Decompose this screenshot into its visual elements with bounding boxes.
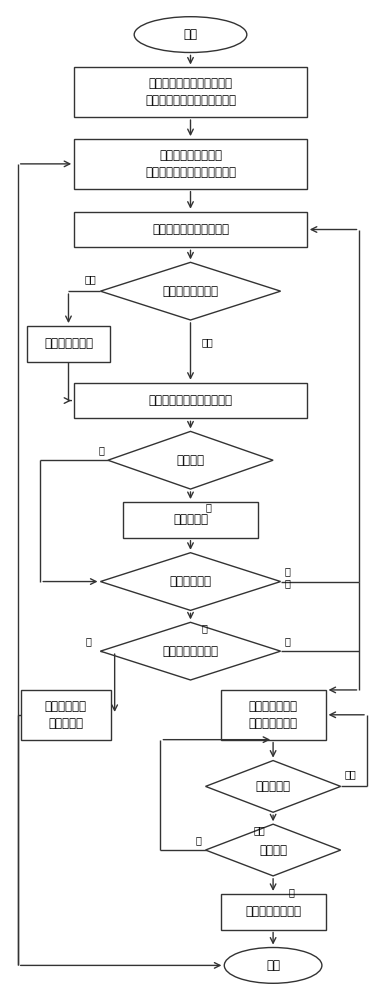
Text: 测量值有效性判断: 测量值有效性判断 bbox=[163, 285, 218, 298]
Text: 发生熄火故障
需再次点火: 发生熄火故障 需再次点火 bbox=[45, 700, 87, 730]
Text: 是: 是 bbox=[205, 502, 211, 512]
Text: 读取飞行器的马赫数
选择执行对应马赫的点火时序: 读取飞行器的马赫数 选择执行对应马赫的点火时序 bbox=[145, 149, 236, 179]
Text: 无效: 无效 bbox=[344, 769, 356, 779]
Text: 结束: 结束 bbox=[266, 959, 280, 972]
Text: 否: 否 bbox=[98, 445, 104, 455]
Text: 有效性判断: 有效性判断 bbox=[256, 780, 291, 793]
Polygon shape bbox=[108, 431, 273, 489]
Text: 计数器计数: 计数器计数 bbox=[173, 513, 208, 526]
Polygon shape bbox=[100, 622, 281, 680]
Bar bbox=[27, 326, 110, 362]
Text: 有效: 有效 bbox=[202, 337, 213, 347]
Polygon shape bbox=[205, 824, 341, 876]
Bar bbox=[74, 383, 307, 418]
Bar bbox=[74, 67, 307, 117]
Polygon shape bbox=[205, 761, 341, 812]
Bar bbox=[123, 502, 258, 538]
Text: 是: 是 bbox=[85, 636, 91, 646]
Bar bbox=[221, 690, 326, 740]
Text: 是: 是 bbox=[288, 887, 294, 897]
Text: 开始: 开始 bbox=[184, 28, 197, 41]
Polygon shape bbox=[100, 262, 281, 320]
Text: 小于阈值: 小于阈值 bbox=[176, 454, 205, 467]
Text: 达到判断时间: 达到判断时间 bbox=[170, 575, 211, 588]
Text: 否: 否 bbox=[284, 579, 290, 589]
Text: 设置不同马赫数的点火时序
匹配点火时序、点火压力阈值: 设置不同马赫数的点火时序 匹配点火时序、点火压力阈值 bbox=[145, 77, 236, 107]
Text: 最大值为有效值: 最大值为有效值 bbox=[44, 337, 93, 350]
Text: 计数器大于设定值: 计数器大于设定值 bbox=[163, 645, 218, 658]
Text: 否: 否 bbox=[284, 567, 290, 577]
Text: 无效: 无效 bbox=[85, 274, 97, 284]
Bar bbox=[74, 139, 307, 189]
Ellipse shape bbox=[134, 17, 247, 52]
Text: 否: 否 bbox=[284, 636, 290, 646]
Text: 有效: 有效 bbox=[254, 825, 266, 835]
Text: 条件匹配: 条件匹配 bbox=[259, 844, 287, 857]
Text: 读取压力传感器的测量值: 读取压力传感器的测量值 bbox=[152, 223, 229, 236]
Text: 执行匹配点火时序: 执行匹配点火时序 bbox=[245, 905, 301, 918]
Text: 否: 否 bbox=[196, 835, 202, 845]
Bar bbox=[21, 690, 111, 740]
Text: 有效值与点火压力阈值比较: 有效值与点火压力阈值比较 bbox=[149, 394, 232, 407]
Polygon shape bbox=[100, 553, 281, 610]
Bar bbox=[74, 212, 307, 247]
Ellipse shape bbox=[224, 948, 322, 983]
Text: 读取传感器测量
温度值、压力值: 读取传感器测量 温度值、压力值 bbox=[248, 700, 298, 730]
Text: 是: 是 bbox=[202, 623, 208, 633]
Bar bbox=[221, 894, 326, 930]
